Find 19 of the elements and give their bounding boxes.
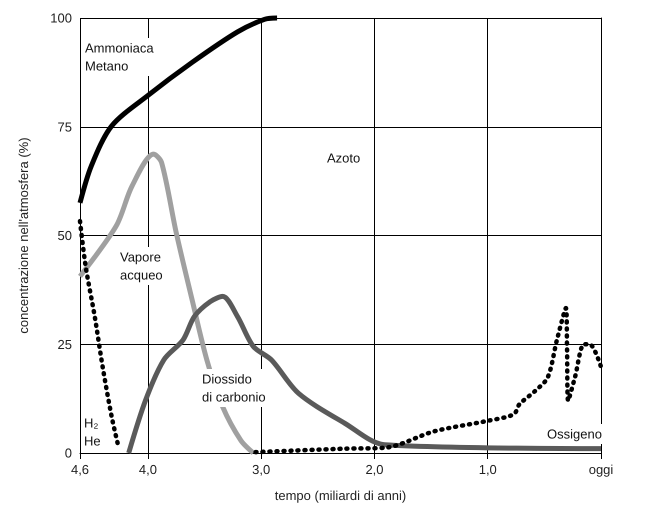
annotation: Vapore acqueo (120, 250, 163, 282)
y-tick-label: 25 (58, 336, 72, 352)
x-axis-title: tempo (miliardi di anni) (274, 488, 406, 503)
x-tick-label: 4,6 (70, 462, 90, 477)
x-tick-label: 2,0 (365, 462, 384, 477)
y-axis-title: concentrazione nell'atmosfera (%) (16, 137, 31, 334)
x-tick-label: 1,0 (478, 462, 497, 477)
annotation: Ammoniaca Metano (85, 40, 154, 74)
y-tick-label: 75 (58, 119, 72, 134)
annotation: Ossigeno (547, 426, 602, 442)
annotation: H₂ He (84, 416, 101, 448)
y-tick-label: 50 (58, 228, 72, 243)
annotation: Azoto (327, 150, 360, 166)
x-tick-label: 4,0 (138, 462, 157, 477)
y-tick-label: 100 (50, 10, 72, 26)
y-tick-label: 0 (64, 446, 72, 460)
annotation: Diossido di carbonio (202, 372, 266, 404)
x-tick-label: oggi (588, 462, 614, 477)
x-tick-label: 3,0 (252, 462, 270, 477)
